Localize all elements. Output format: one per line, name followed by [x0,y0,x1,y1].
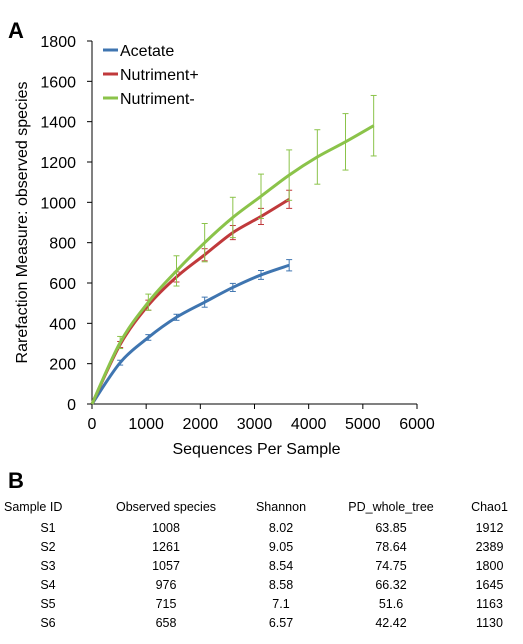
series-line-nutriment [90,198,290,405]
cell-observed-species: 976 [155,577,177,592]
legend-label: Acetate [120,43,174,60]
cell-chao1: 1130 [476,615,503,630]
diversity-table: Sample ID Observed species Shannon PD_wh… [0,496,523,632]
cell-pd-whole-tree: 78.64 [375,539,407,554]
y-tick-label: 1800 [40,34,76,51]
cell-pd-whole-tree: 63.85 [375,520,407,535]
cell-shannon: 8.02 [268,520,294,535]
cell-chao1: 1912 [475,520,504,535]
cell-observed-species: 1261 [152,539,180,554]
panel-b-label: B [8,468,24,493]
table-row: S6 658 6.57 42.42 1130 [0,613,523,632]
x-tick-label: 0 [88,416,97,433]
legend-label: Nutriment+ [120,67,199,84]
cell-observed-species: 715 [155,596,177,611]
cell-chao1: 1800 [475,558,504,573]
y-axis-label: Rarefaction Measure: observed species [14,82,31,364]
header-observed-species: Observed species [115,500,217,514]
table-row: S1 1008 8.02 63.85 1912 [0,518,523,537]
table-row: S3 1057 8.54 74.75 1800 [0,556,523,575]
x-tick-label: 4000 [291,416,327,433]
cell-sample-id: S5 [40,596,56,611]
rarefaction-chart: 0 200 400 600 800 1000 1200 1400 1600 1800 0 1000 20… [14,34,435,458]
y-tick-label: 600 [49,276,76,293]
series-line-nutriment [90,124,375,405]
y-tick-label: 1000 [40,195,76,212]
y-tick-label: 200 [49,357,76,374]
cell-sample-id: S6 [40,615,56,630]
cell-observed-species: 1008 [152,520,180,535]
y-tick-label: 400 [49,316,76,333]
panel-a-label: A [8,18,24,43]
y-tick-label: 1200 [40,155,76,172]
cell-pd-whole-tree: 51.6 [378,596,404,611]
cell-chao1: 2389 [475,539,504,554]
table-row: S2 1261 9.05 78.64 2389 [0,537,523,556]
table-header-row: Sample ID Observed species Shannon PD_wh… [0,496,523,518]
cell-shannon: 7.1 [272,596,290,611]
table-row: S4 976 8.58 66.32 1645 [0,575,523,594]
header-pd-whole-tree: PD_whole_tree [348,500,434,514]
header-sample-id: Sample ID [4,500,63,514]
x-tick-label: 1000 [128,416,164,433]
legend-label: Nutriment- [120,91,195,108]
cell-pd-whole-tree: 66.32 [375,577,407,592]
series-line-acetate [90,263,290,405]
y-tick-label: 1400 [40,115,76,132]
cell-chao1: 1645 [475,577,504,592]
cell-pd-whole-tree: 42.42 [375,615,407,630]
cell-sample-id: S2 [40,539,56,554]
cell-pd-whole-tree: 74.75 [375,558,407,573]
x-tick-label: 5000 [345,416,381,433]
y-tick-label: 0 [67,397,76,414]
x-tick-label: 6000 [399,416,435,433]
cell-sample-id: S1 [40,520,56,535]
cell-sample-id: S4 [40,577,56,592]
cell-observed-species: 658 [155,615,177,630]
cell-shannon: 8.54 [268,558,294,573]
cell-sample-id: S3 [40,558,56,573]
header-chao1: Chao1 [471,500,508,514]
cell-chao1: 1163 [476,596,503,611]
y-tick-label: 800 [49,236,76,253]
x-axis-label: Sequences Per Sample [172,441,340,458]
y-tick-label: 1600 [40,74,76,91]
cell-shannon: 8.58 [268,577,294,592]
header-shannon: Shannon [255,500,307,514]
x-tick-label: 3000 [237,416,273,433]
x-tick-label: 2000 [183,416,219,433]
cell-observed-species: 1057 [152,558,180,573]
cell-shannon: 9.05 [268,539,294,554]
table-row: S5 715 7.1 51.6 1163 [0,594,523,613]
cell-shannon: 6.57 [268,615,294,630]
